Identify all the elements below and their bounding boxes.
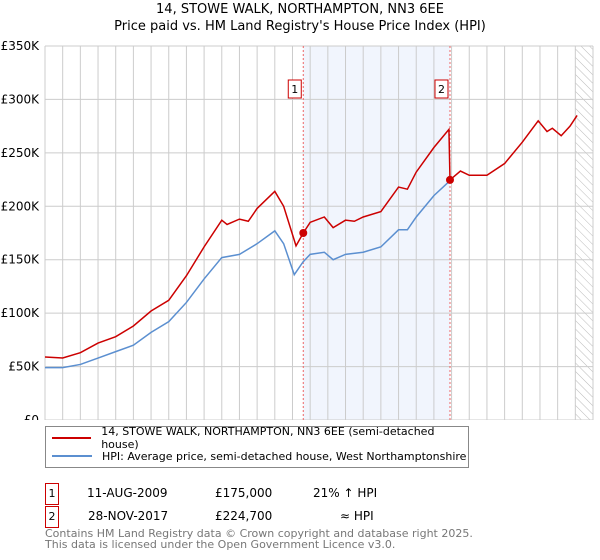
sale-point [445,175,454,184]
sale-badge [287,79,302,99]
y-tick-label: £250K [1,146,41,160]
transaction-badge: 1 [45,483,59,505]
transaction-date: 11-AUG-2009 [87,486,168,500]
legend-item-hpi: HPI: Average price, semi-detached house,… [52,448,466,464]
footer-line: Contains HM Land Registry data © Crown c… [45,527,473,540]
y-tick-label: £100K [1,306,41,320]
y-tick-label: £200K [1,199,41,213]
price-chart: 1995199619971998199920002001200220032004… [1,39,594,420]
footer: Contains HM Land Registry data © Crown c… [45,528,473,550]
legend-label: HPI: Average price, semi-detached house,… [102,449,467,463]
transaction-badge: 2 [45,506,59,528]
footer-line: This data is licensed under the Open Gov… [45,538,396,551]
transaction-row: 1 11-AUG-2009 £175,000 21% ↑ HPI [45,483,445,505]
sales-period-shade [303,46,450,420]
sale-badge-label: 1 [291,83,298,96]
legend-blue-line [52,455,92,457]
transaction-date: 28-NOV-2017 [88,509,169,523]
sale-point [299,229,308,237]
chart-subtitle: Price paid vs. HM Land Registry's House … [114,19,486,34]
sale-badge [434,79,449,99]
transaction-price: £224,700 [215,509,273,523]
legend-red-line [52,437,92,439]
y-tick-label: £350K [1,39,41,53]
y-tick-label: £300K [1,92,41,106]
legend-label: 14, STOWE WALK, NORTHAMPTON, NN3 6EE (se… [101,425,435,451]
legend: 14, STOWE WALK, NORTHAMPTON, NN3 6EE (se… [45,425,469,468]
transaction-row: 2 28-NOV-2017 £224,700 ≈ HPI [45,506,445,528]
future-hatch [575,46,593,420]
sale-badge-label: 2 [438,83,445,96]
series-line [45,180,451,369]
y-tick-label: £0 [24,413,39,420]
transaction-price: £175,000 [215,486,273,500]
chart-title: 14, STOWE WALK, NORTHAMPTON, NN3 6EE [156,2,444,17]
y-tick-label: £150K [1,253,41,267]
transaction-hpi: ≈ HPI [340,509,374,523]
legend-item-property: 14, STOWE WALK, NORTHAMPTON, NN3 6EE (se… [52,425,468,451]
y-tick-label: £50K [8,360,40,374]
series-line [44,115,578,359]
transaction-hpi: 21% ↑ HPI [313,486,378,500]
